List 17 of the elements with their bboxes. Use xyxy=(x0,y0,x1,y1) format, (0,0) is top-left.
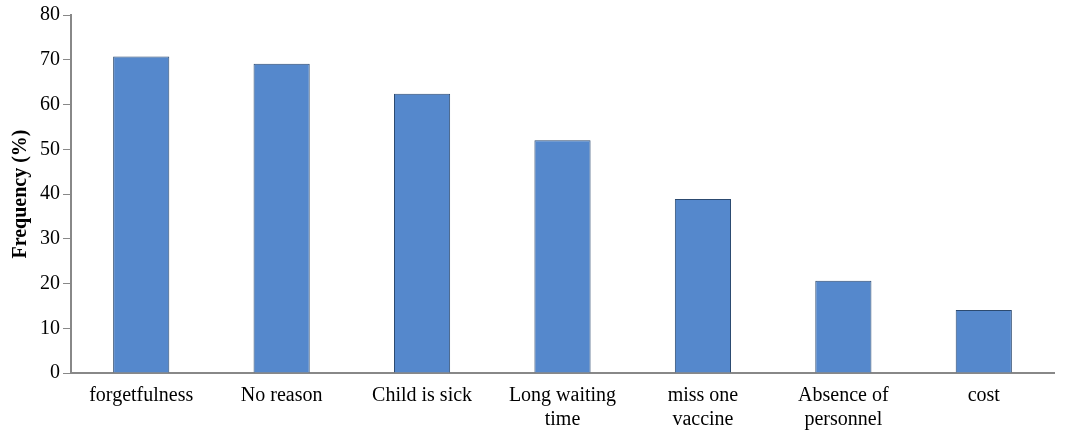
x-tick-label: Child is sick xyxy=(372,383,473,406)
y-tick-label: 30 xyxy=(40,226,60,248)
y-tick-label: 80 xyxy=(40,2,60,25)
y-tick-label: 20 xyxy=(40,270,60,293)
x-tick-label: cost xyxy=(967,383,1001,406)
y-tick-label: 70 xyxy=(40,47,60,69)
y-tick-label: 50 xyxy=(40,136,60,159)
x-tick-label: Long waiting time xyxy=(508,383,617,430)
y-tick-label: 40 xyxy=(40,181,60,204)
y-tick-label: 10 xyxy=(40,315,60,338)
x-tick-label: forgetfulness xyxy=(89,383,194,407)
x-tick-label: Absence of personnel xyxy=(798,383,889,431)
x-tick-label: No reason xyxy=(240,383,323,406)
x-tick-label: miss one vaccine xyxy=(667,383,739,430)
y-tick-label: 0 xyxy=(50,360,60,383)
y-tick-label: 60 xyxy=(40,91,60,114)
y-axis-title: Frequency (%) xyxy=(8,129,32,259)
